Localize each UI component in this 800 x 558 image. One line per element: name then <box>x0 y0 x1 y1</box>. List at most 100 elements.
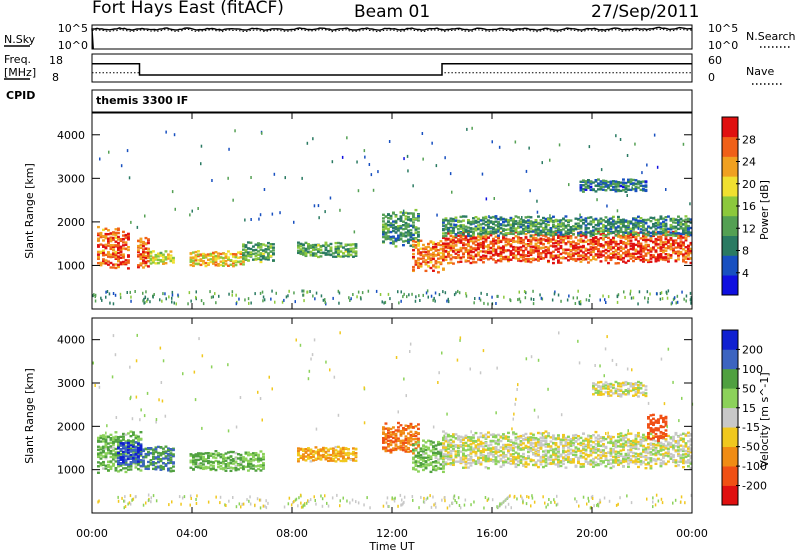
echo-cell <box>417 432 420 434</box>
echo-cell <box>562 228 565 230</box>
echo-cell <box>338 302 340 305</box>
echo-cell <box>282 301 284 304</box>
echo-cell <box>392 230 395 232</box>
echo-cell <box>395 221 398 223</box>
echo-cell <box>652 225 655 227</box>
echo-cell <box>490 449 493 451</box>
echo-cell <box>100 236 103 238</box>
echo-cell <box>517 216 520 218</box>
echo-cell <box>510 463 513 465</box>
echo-cell <box>472 237 475 239</box>
echo-cell <box>207 259 210 261</box>
echo-cell <box>595 258 598 260</box>
echo-cell <box>97 453 100 455</box>
echo-cell <box>670 237 673 239</box>
echo-cell <box>475 440 478 442</box>
echo-cell <box>515 235 518 237</box>
echo-cell <box>550 233 553 235</box>
echo-cell <box>450 444 453 446</box>
echo-cell <box>160 452 163 454</box>
echo-cell <box>347 452 350 454</box>
echo-cell <box>502 245 505 247</box>
power-cbar-tick: 4 <box>742 267 749 280</box>
echo-cell <box>152 250 155 252</box>
echo-cell <box>152 448 155 450</box>
echo-cell <box>459 291 461 294</box>
echo-cell <box>585 227 588 229</box>
echo-cell <box>422 445 425 447</box>
echo-cell <box>485 224 488 226</box>
echo-cell <box>235 469 238 471</box>
echo-cell <box>685 255 688 257</box>
echo-cell <box>400 300 402 303</box>
echo-cell <box>217 263 220 265</box>
echo-cell <box>402 240 405 242</box>
echo-cell <box>671 302 673 305</box>
echo-cell <box>130 435 133 437</box>
echo-cell <box>382 228 385 230</box>
echo-cell <box>470 248 473 250</box>
echo-cell <box>142 456 145 458</box>
echo-cell <box>657 231 660 233</box>
echo-cell <box>512 225 515 227</box>
echo-cell <box>487 455 490 457</box>
echo-cell <box>623 290 625 293</box>
echo-cell <box>440 248 443 250</box>
echo-cell <box>665 247 668 249</box>
echo-cell <box>412 221 415 223</box>
echo-cell <box>227 462 230 464</box>
echo-cell <box>335 242 338 244</box>
echo-cell <box>402 214 405 216</box>
echo-cell <box>482 241 485 243</box>
echo-cell <box>312 137 314 140</box>
echo-cell <box>345 255 348 257</box>
echo-cell <box>562 223 565 225</box>
echo-cell <box>105 259 108 261</box>
echo-cell <box>150 251 153 253</box>
echo-cell <box>425 452 428 454</box>
echo-cell <box>392 224 395 226</box>
echo-cell <box>115 460 118 462</box>
echo-cell <box>400 434 403 436</box>
echo-cell <box>117 462 120 464</box>
echo-cell <box>447 448 450 450</box>
echo-cell <box>127 464 130 466</box>
echo-cell <box>687 258 690 260</box>
echo-cell <box>412 434 415 436</box>
echo-cell <box>512 444 515 446</box>
echo-cell <box>261 132 263 135</box>
echo-cell <box>260 243 263 245</box>
echo-cell <box>425 246 428 248</box>
echo-cell <box>382 446 385 448</box>
echo-cell <box>590 246 593 248</box>
echo-cell <box>630 234 633 236</box>
echo-cell <box>312 244 315 246</box>
echo-cell <box>452 440 455 442</box>
echo-cell <box>140 445 143 447</box>
echo-cell <box>557 237 560 239</box>
echo-cell <box>590 240 593 242</box>
echo-cell <box>492 216 495 218</box>
echo-cell <box>465 226 468 228</box>
echo-cell <box>417 441 420 443</box>
echo-cell <box>195 461 198 463</box>
echo-cell <box>220 264 223 266</box>
echo-cell <box>495 440 498 442</box>
echo-cell <box>417 423 420 425</box>
echo-cell <box>677 258 680 260</box>
echo-cell <box>340 245 343 247</box>
echo-cell <box>425 263 428 265</box>
echo-cell <box>519 220 521 223</box>
echo-cell <box>585 182 588 184</box>
echo-cell <box>300 248 303 250</box>
echo-cell <box>112 442 115 444</box>
echo-cell <box>142 260 145 262</box>
echo-cell <box>107 436 110 438</box>
echo-cell <box>667 228 670 230</box>
echo-cell <box>432 252 435 254</box>
echo-cell <box>120 238 123 240</box>
echo-cell <box>510 227 513 229</box>
echo-cell <box>500 258 503 260</box>
echo-cell <box>470 452 473 454</box>
echo-cell <box>500 446 503 448</box>
